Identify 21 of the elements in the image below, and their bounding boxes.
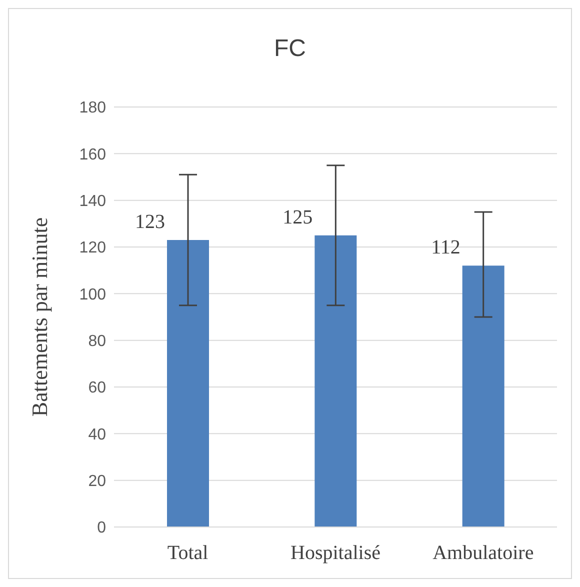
chart-title: FC [273, 35, 307, 63]
y-tick-label: 140 [79, 193, 106, 210]
y-tick-label: 80 [88, 333, 106, 350]
bar [167, 240, 209, 527]
data-label: 112 [431, 236, 460, 259]
x-tick-label: Ambulatoire [432, 542, 534, 564]
x-tick-label: Hospitalisé [290, 542, 381, 564]
y-tick-label: 180 [79, 100, 106, 117]
y-axis-title: Battements par minute [26, 217, 52, 417]
y-tick-label: 0 [97, 520, 106, 537]
x-tick-label: Total [167, 542, 209, 564]
y-tick-label: 100 [79, 286, 106, 304]
bar [462, 266, 504, 527]
y-tick-label: 60 [88, 380, 106, 397]
y-tick-label: 20 [88, 473, 106, 490]
bar [314, 235, 357, 527]
data-label: 123 [135, 211, 165, 233]
data-label: 125 [282, 206, 313, 228]
y-tick-label: 40 [88, 426, 106, 444]
y-tick-label: 120 [79, 240, 106, 257]
y-tick-label: 160 [79, 146, 106, 164]
